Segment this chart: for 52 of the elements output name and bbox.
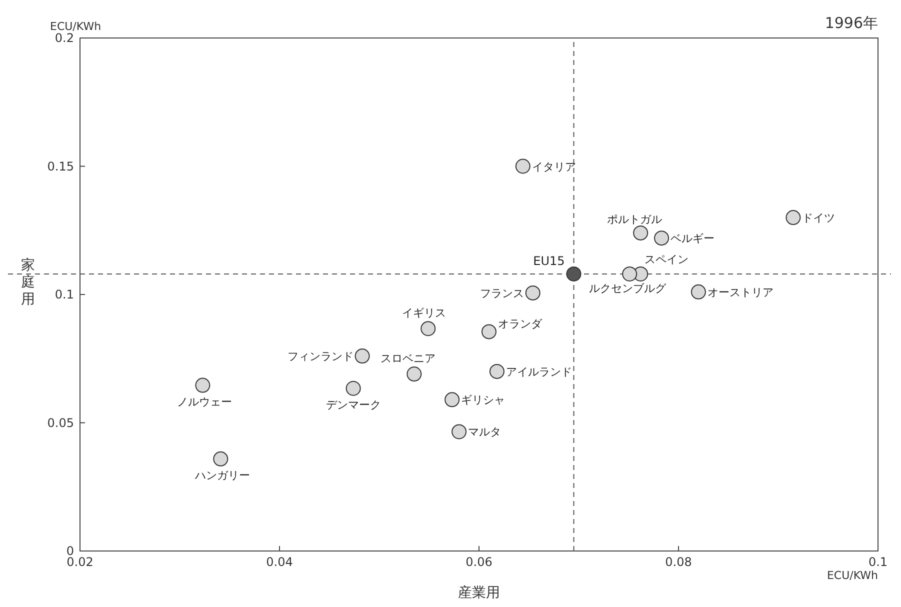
point	[622, 266, 638, 282]
point	[346, 380, 361, 396]
annotation: ルクセンブルグ	[589, 282, 668, 295]
point	[786, 210, 801, 226]
annotation: ドイツ	[802, 212, 836, 225]
annotation: アイルランド	[506, 365, 572, 378]
annotation: ノルウェー	[177, 395, 232, 408]
series-label: EU15	[533, 254, 565, 268]
annotation: スペイン	[644, 252, 689, 266]
point	[406, 366, 422, 382]
point	[633, 225, 648, 240]
x-tick-label: 0.06	[466, 555, 492, 569]
point	[566, 266, 582, 282]
annotation: イギリス	[402, 306, 446, 320]
annotation: ハンガリー	[194, 468, 250, 482]
point	[525, 285, 540, 300]
point	[481, 324, 496, 340]
point	[354, 348, 370, 364]
x-tick-label: 0.08	[665, 555, 692, 569]
y-tick-label: 0.05	[47, 416, 74, 430]
point	[515, 158, 530, 174]
x-axis-title: 産業用	[458, 585, 500, 601]
text: ECU/KWh	[50, 20, 102, 33]
annotation: オーストリア	[707, 286, 774, 299]
y-tick-label: 0.1	[54, 288, 74, 302]
annotation: オランダ	[498, 318, 543, 331]
y-axis-title: 家庭用	[21, 258, 35, 308]
point	[690, 284, 706, 300]
annotation: フランス	[480, 286, 524, 300]
point	[444, 392, 460, 408]
point	[213, 451, 228, 466]
chart-title: 1996年	[824, 14, 878, 32]
y-tick-label: 0.15	[47, 159, 74, 174]
point	[452, 424, 467, 440]
annotation: ギリシャ	[461, 394, 506, 407]
x-tick-label: 0.04	[266, 555, 293, 569]
point	[195, 378, 210, 393]
annotation: デンマーク	[326, 398, 381, 412]
point	[654, 230, 670, 246]
point	[489, 364, 504, 379]
y-tick-label: 0.2	[54, 31, 74, 45]
text: ECU/KWh	[826, 569, 878, 582]
annotation: フィンランド	[287, 350, 354, 364]
annotation: ポルトガル	[607, 212, 662, 226]
y-tick-label: 0	[66, 544, 74, 558]
annotation: イタリア	[532, 160, 576, 174]
point	[420, 321, 436, 336]
annotation: スロベニア	[380, 352, 436, 366]
annotation: マルタ	[468, 426, 502, 439]
x-tick-label: 0.02	[66, 555, 94, 569]
annotation: ベルギー	[670, 232, 715, 246]
x-tick-label: 0.1	[868, 555, 888, 569]
